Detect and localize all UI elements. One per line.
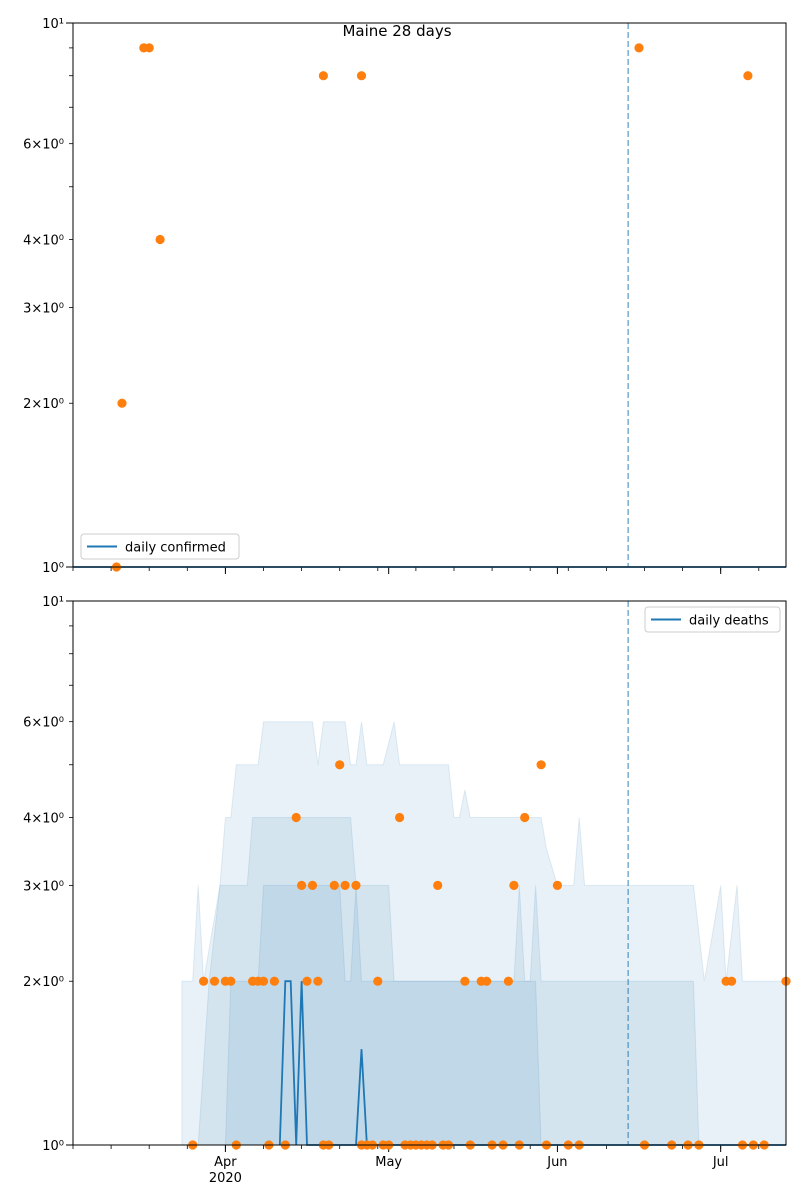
observed-point (520, 812, 530, 823)
observed-point (329, 880, 339, 891)
y-tick-label: 6×10⁰ (23, 138, 64, 153)
observed-point (155, 234, 165, 245)
observed-point (307, 880, 318, 891)
observed-point (302, 976, 312, 986)
x-tick-label-may: May (375, 1155, 402, 1170)
y-tick-label: 10⁰ (42, 1139, 64, 1154)
axes-frame (72, 22, 787, 568)
y-tick-label: 10¹ (42, 17, 64, 32)
y-tick-label: 4×10⁰ (23, 811, 64, 826)
observed-point (552, 880, 563, 891)
observed-point (634, 43, 644, 53)
observed-point (395, 812, 405, 823)
y-tick-label: 6×10⁰ (23, 716, 64, 731)
observed-point (509, 880, 519, 891)
y-tick-label: 10⁰ (42, 561, 64, 576)
observed-point (297, 880, 307, 891)
legend-box (80, 533, 240, 560)
observed-point (226, 976, 236, 986)
y-tick-label: 10¹ (42, 595, 64, 610)
observed-point (351, 880, 361, 891)
observed-point (536, 760, 546, 770)
observed-point (144, 43, 154, 53)
axes-frame (72, 600, 787, 1146)
observed-point (340, 880, 350, 891)
series-line (278, 980, 786, 1146)
observed-point (460, 976, 470, 986)
x-tick-sublabel-year: 2020 (209, 1171, 242, 1186)
legend-label: daily confirmed (125, 541, 226, 556)
legend-box (644, 606, 781, 633)
y-tick-label: 4×10⁰ (23, 233, 64, 248)
y-tick-label: 3×10⁰ (23, 879, 64, 894)
band-outer (181, 721, 787, 1146)
x-tick-label-apr: Apr (214, 1155, 237, 1170)
panel-daily-confirmed: 10⁰ 2×10⁰ 3×10⁰ 4×10⁰ 6×10⁰ 10¹ daily confirme… (23, 17, 787, 576)
panel-daily-deaths: 10⁰ 2×10⁰ 3×10⁰ 4×10⁰ 6×10⁰ 10¹ daily deaths (23, 595, 791, 1154)
chart-title: Maine 28 days (342, 22, 451, 40)
observed-point (356, 71, 367, 81)
observed-point (258, 976, 269, 986)
observed-point (318, 71, 328, 81)
x-tick-label-jun: Jun (546, 1155, 567, 1170)
observed-point (209, 976, 220, 986)
band-middle (197, 817, 700, 1146)
observed-point (117, 398, 127, 408)
observed-point (291, 812, 301, 823)
observed-point (199, 976, 209, 986)
x-axis-labels: Apr 2020 May Jun Jul (209, 1155, 729, 1186)
y-tick-label: 3×10⁰ (23, 301, 64, 316)
y-tick-label: 2×10⁰ (23, 975, 64, 990)
observed-point (743, 71, 753, 81)
y-tick-label: 2×10⁰ (23, 397, 64, 412)
x-tick-label-jul: Jul (712, 1155, 729, 1170)
observed-point (335, 760, 345, 770)
legend-label: daily deaths (689, 614, 769, 629)
observed-point (727, 976, 737, 986)
observed-point (313, 976, 323, 986)
observed-point (373, 976, 383, 986)
observed-point (482, 976, 492, 986)
observed-point (269, 976, 279, 986)
observed-point (433, 880, 443, 891)
observed-point (503, 976, 513, 986)
